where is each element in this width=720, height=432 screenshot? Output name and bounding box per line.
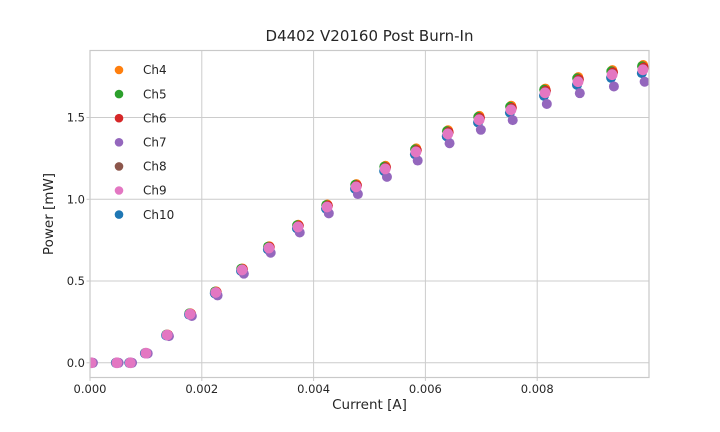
legend-marker-ch6 bbox=[114, 113, 124, 123]
legend-item-ch5: Ch5 bbox=[114, 87, 167, 101]
data-point bbox=[236, 264, 248, 276]
x-tick-label: 0.004 bbox=[297, 382, 330, 396]
legend-marker-ch5 bbox=[114, 89, 124, 99]
x-tick-label: 0.006 bbox=[409, 382, 442, 396]
legend-item-ch9: Ch9 bbox=[114, 184, 167, 198]
data-point bbox=[140, 347, 152, 359]
data-point bbox=[210, 287, 222, 298]
legend-item-ch4: Ch4 bbox=[114, 63, 167, 77]
legend-label: Ch7 bbox=[143, 136, 167, 150]
legend-marker-ch9 bbox=[114, 186, 124, 195]
data-point bbox=[539, 87, 551, 99]
scatter-points bbox=[90, 60, 649, 369]
data-point bbox=[442, 128, 454, 140]
data-point bbox=[473, 114, 485, 126]
x-tick-label: 0.008 bbox=[521, 382, 554, 396]
data-point bbox=[184, 308, 196, 320]
data-point bbox=[572, 76, 584, 88]
data-point bbox=[90, 357, 97, 369]
legend-label: Ch10 bbox=[143, 208, 174, 222]
data-point bbox=[350, 181, 362, 193]
data-point bbox=[475, 124, 486, 135]
data-point bbox=[161, 329, 173, 341]
data-point bbox=[111, 357, 123, 369]
data-point bbox=[444, 138, 455, 149]
data-point bbox=[608, 81, 619, 92]
y-tick-label: 0.0 bbox=[67, 356, 85, 370]
data-point bbox=[412, 155, 423, 166]
y-axis-label: Power [mW] bbox=[41, 172, 57, 256]
x-tick-label: 0.002 bbox=[185, 382, 218, 396]
plot-area bbox=[90, 50, 649, 378]
data-point bbox=[379, 163, 391, 175]
y-tick-label: 1.0 bbox=[67, 192, 85, 206]
axes-spines bbox=[89, 49, 650, 379]
data-point bbox=[637, 64, 649, 76]
legend-item-ch7: Ch7 bbox=[114, 136, 167, 150]
data-point bbox=[639, 76, 649, 87]
chart-title: D4402 V20160 Post Burn-In bbox=[265, 27, 474, 45]
legend-label: Ch6 bbox=[143, 111, 167, 125]
data-point bbox=[505, 104, 517, 116]
legend-item-ch8: Ch8 bbox=[114, 160, 167, 174]
data-point bbox=[606, 69, 618, 81]
data-point bbox=[124, 357, 136, 369]
series-ch9 bbox=[90, 64, 649, 369]
data-point bbox=[263, 242, 275, 254]
y-tick-label: 0.5 bbox=[67, 274, 85, 288]
legend: Ch4 Ch5 Ch6 Ch7 Ch8 Ch9 Ch10 bbox=[114, 63, 174, 222]
legend-label: Ch4 bbox=[143, 63, 167, 77]
legend-item-ch6: Ch6 bbox=[114, 111, 167, 125]
legend-marker-ch4 bbox=[114, 65, 124, 75]
legend-marker-ch10 bbox=[114, 210, 124, 219]
legend-label: Ch9 bbox=[143, 184, 167, 198]
x-tick-label: 0.000 bbox=[74, 382, 107, 396]
data-point bbox=[321, 201, 333, 213]
legend-marker-ch7 bbox=[114, 138, 124, 147]
data-point bbox=[410, 146, 422, 158]
data-point bbox=[507, 115, 518, 126]
x-axis-label: Current [A] bbox=[332, 397, 407, 413]
legend-item-ch10: Ch10 bbox=[114, 208, 174, 222]
data-point bbox=[381, 171, 392, 182]
data-point bbox=[292, 221, 304, 233]
legend-label: Ch5 bbox=[143, 87, 167, 101]
legend-marker-ch8 bbox=[114, 162, 124, 171]
data-point bbox=[541, 98, 552, 109]
data-point bbox=[574, 88, 585, 99]
y-tick-label: 1.5 bbox=[67, 111, 85, 125]
legend-label: Ch8 bbox=[143, 160, 167, 174]
